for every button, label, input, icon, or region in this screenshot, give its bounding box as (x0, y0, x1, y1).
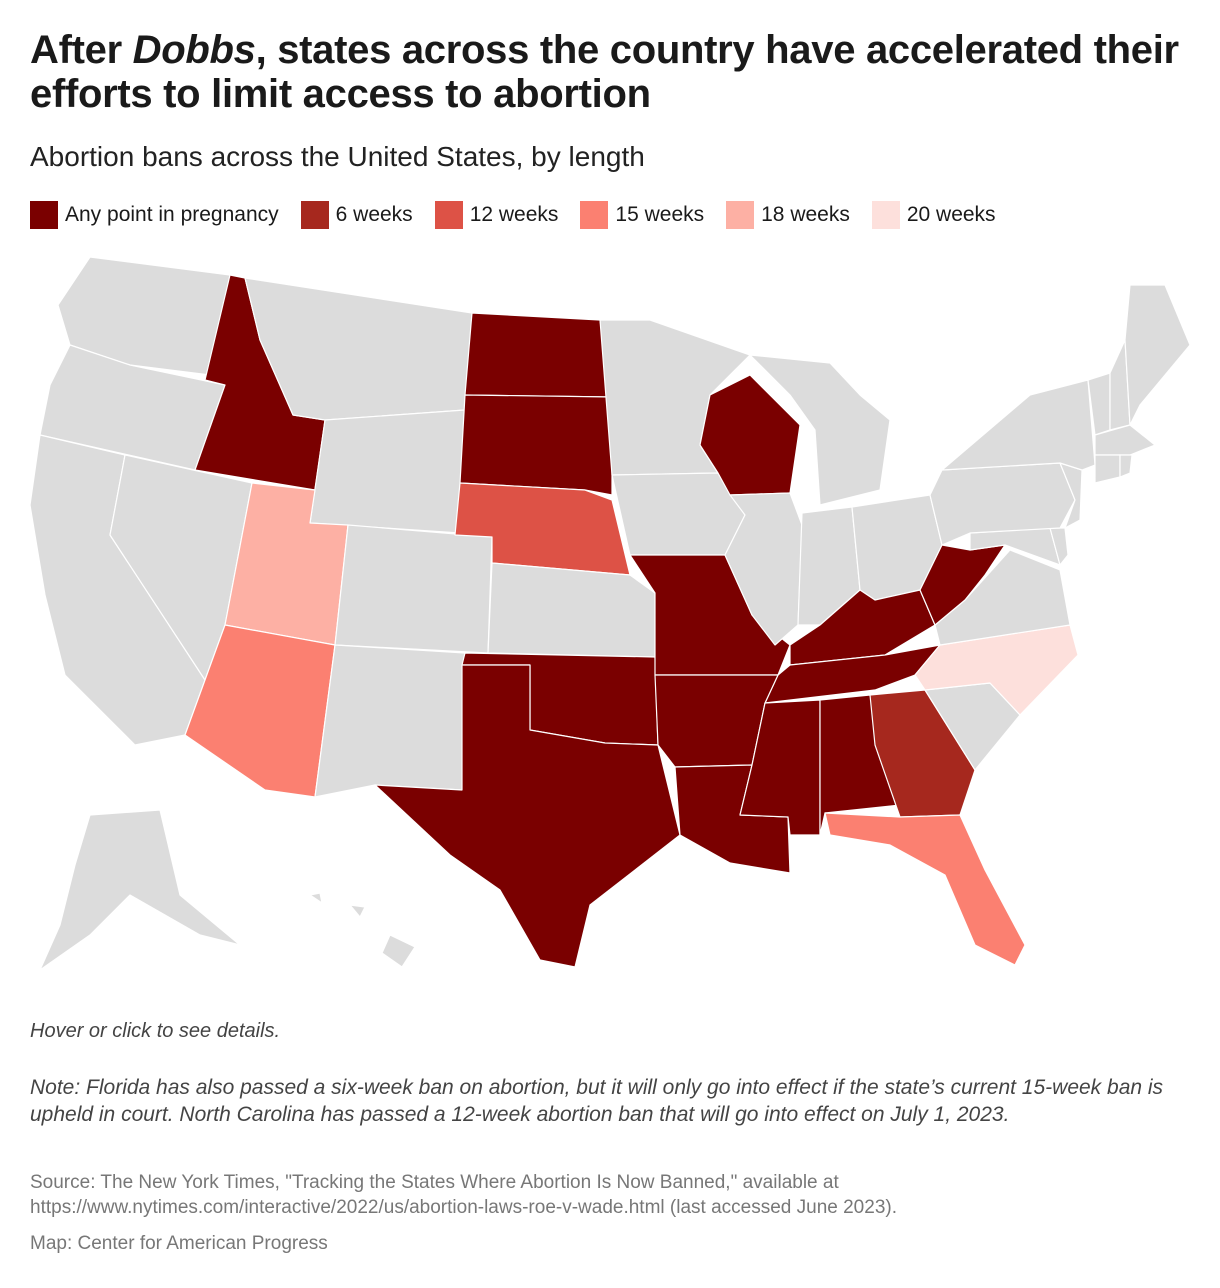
legend-item-12-weeks: 12 weeks (434, 201, 559, 229)
source-citation: Source: The New York Times, "Tracking th… (30, 1170, 1190, 1220)
state-MA[interactable] (1094, 424, 1156, 456)
state-IL[interactable] (724, 492, 803, 646)
legend-item-6-weeks: 6 weeks (300, 201, 413, 229)
hover-instruction: Hover or click to see details. (30, 1020, 281, 1042)
legend-label: 6 weeks (335, 203, 413, 226)
legend-item-20-weeks: 20 weeks (871, 201, 996, 229)
map-credit: Map: Center for American Progress (30, 1233, 328, 1254)
legend-label: 20 weeks (906, 203, 996, 226)
footnote: Note: Florida has also passed a six-week… (30, 1076, 1164, 1126)
state-KS[interactable] (487, 562, 656, 658)
legend-item-18-weeks: 18 weeks (726, 201, 850, 229)
state-FL[interactable] (824, 812, 1026, 966)
state-WV[interactable] (919, 544, 1006, 626)
state-ND[interactable] (464, 312, 613, 398)
legend-label: 12 weeks (469, 203, 559, 226)
legend-swatch (30, 201, 58, 229)
state-AK[interactable] (39, 809, 241, 971)
us-map (30, 245, 1200, 985)
state-RI[interactable] (1119, 454, 1133, 478)
title-part1: After (30, 28, 133, 72)
state-TX[interactable] (374, 664, 681, 968)
state-SD[interactable] (459, 394, 613, 496)
source-url-line: https://www.nytimes.com/interactive/2022… (30, 1197, 897, 1218)
title-part2: , states across the country have acceler… (30, 28, 1179, 116)
legend-swatch (871, 201, 900, 229)
legend-swatch (434, 201, 463, 229)
legend-item-any-point: Any point in pregnancy (30, 201, 279, 229)
state-ME[interactable] (1124, 284, 1191, 426)
legend-swatch (726, 201, 755, 229)
state-HI[interactable] (309, 892, 416, 968)
chart-subtitle: Abortion bans across the United States, … (30, 141, 645, 172)
legend-label: 15 weeks (615, 203, 705, 226)
source-line: Source: The New York Times, "Tracking th… (30, 1172, 839, 1193)
state-NY[interactable] (941, 379, 1096, 471)
us-map-svg (30, 256, 1191, 971)
legend-swatch (300, 201, 329, 229)
legend-swatch (580, 201, 609, 229)
legend-label: Any point in pregnancy (65, 203, 279, 226)
state-CT[interactable] (1094, 454, 1121, 484)
legend-label: 18 weeks (761, 203, 850, 226)
legend-item-15-weeks: 15 weeks (580, 201, 704, 229)
state-WY[interactable] (309, 409, 466, 534)
legend: Any point in pregnancy 6 weeks 12 weeks … (30, 200, 1018, 230)
chart-title: After Dobbs, states across the country h… (30, 28, 1190, 116)
state-AL[interactable] (819, 694, 901, 836)
state-MI[interactable] (749, 354, 891, 506)
state-CO[interactable] (334, 524, 493, 654)
title-italic: Dobbs (132, 28, 256, 72)
state-NM[interactable] (314, 644, 466, 798)
